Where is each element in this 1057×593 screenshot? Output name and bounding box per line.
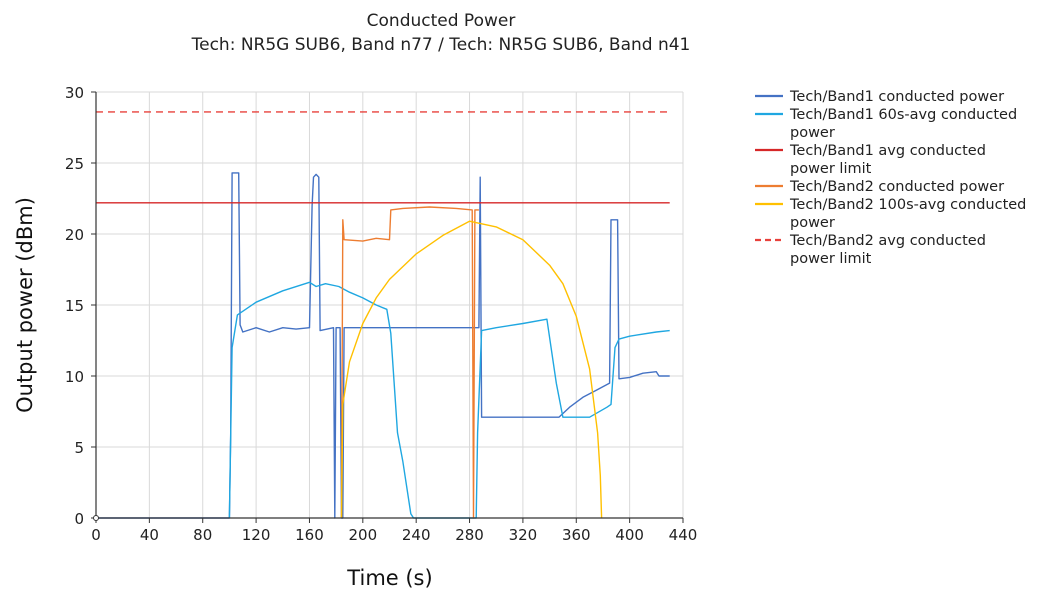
legend-label: Tech/Band1 avg conducted <box>789 143 986 159</box>
y-tick-label: 25 <box>65 155 84 173</box>
series-layer <box>96 111 670 519</box>
x-tick-label: 200 <box>348 526 377 544</box>
chart-subtitle: Tech: NR5G SUB6, Band n77 / Tech: NR5G S… <box>191 35 691 55</box>
legend-label: power <box>790 125 835 141</box>
x-tick-label: 160 <box>295 526 324 544</box>
series-line-1 <box>96 172 670 519</box>
x-tick-label: 360 <box>562 526 591 544</box>
legend-label: Tech/Band2 100s-avg conducted <box>789 197 1026 213</box>
x-tick-label: 40 <box>140 526 159 544</box>
x-tick-label: 400 <box>615 526 644 544</box>
x-tick-label: 0 <box>91 526 101 544</box>
x-tick-label: 280 <box>455 526 484 544</box>
legend-label: Tech/Band2 conducted power <box>789 179 1004 195</box>
y-axis-label: Output power (dBm) <box>13 197 37 413</box>
legend-label: Tech/Band1 conducted power <box>789 89 1004 105</box>
x-tick-label: 440 <box>669 526 698 544</box>
y-tick-label: 15 <box>65 297 84 315</box>
x-tick-label: 240 <box>402 526 431 544</box>
chart-title: Conducted Power <box>367 11 516 31</box>
y-tick-label: 5 <box>74 439 84 457</box>
x-tick-label: 320 <box>509 526 538 544</box>
legend-label: Tech/Band1 60s-avg conducted <box>789 107 1017 123</box>
axes <box>91 91 684 523</box>
tick-labels: 0 40 80 120 160 200 240 280 320 360 400 440 0 5 10 15 20… <box>65 84 697 544</box>
x-axis-label: Time (s) <box>346 566 432 590</box>
y-tick-label: 20 <box>65 226 84 244</box>
y-tick-label: 10 <box>65 368 84 386</box>
legend: Tech/Band1 conducted power Tech/Band1 60s… <box>755 89 1026 267</box>
x-tick-label: 120 <box>242 526 271 544</box>
legend-label: power <box>790 215 835 231</box>
series-line-4 <box>340 206 479 519</box>
legend-label: power limit <box>790 161 872 177</box>
legend-label: Tech/Band2 avg conducted <box>789 233 986 249</box>
y-tick-label: 30 <box>65 84 84 102</box>
series-line-5 <box>340 220 603 519</box>
y-tick-label: 0 <box>74 510 84 528</box>
x-tick-label: 80 <box>193 526 212 544</box>
series-line-2 <box>228 281 670 519</box>
grid <box>95 91 684 519</box>
origin-marker <box>93 515 99 521</box>
legend-label: power limit <box>790 251 872 267</box>
